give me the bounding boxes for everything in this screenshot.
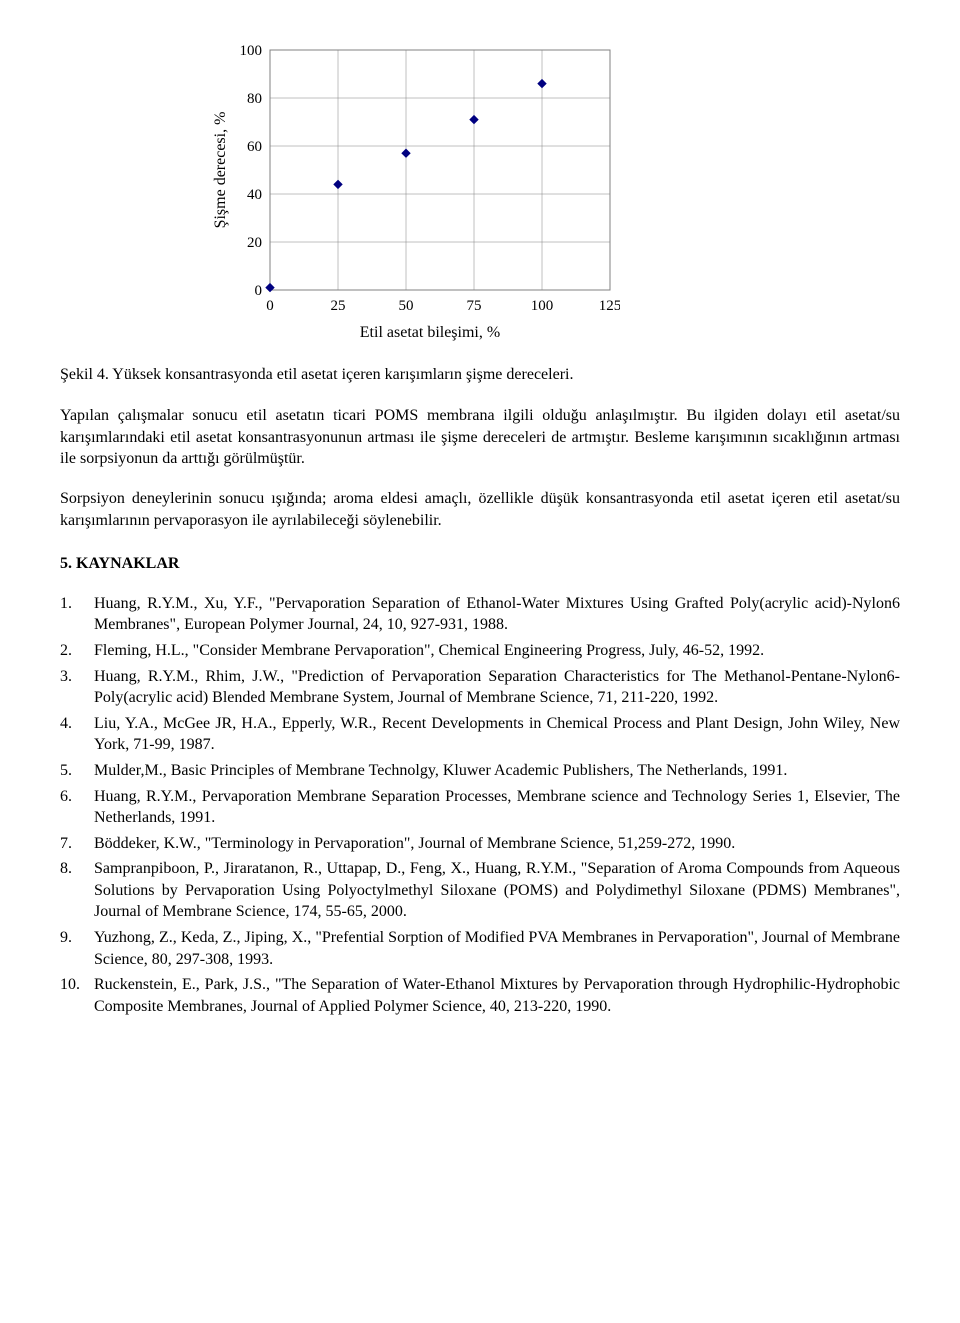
svg-text:60: 60 <box>247 139 262 155</box>
chart-container: 0 20 40 60 80 100 0 25 50 75 100 125 Şişme derecesi,… <box>200 40 620 344</box>
svg-text:Şişme derecesi, %: Şişme derecesi, % <box>212 112 229 229</box>
references-list: Huang, R.Y.M., Xu, Y.F., "Pervaporation … <box>60 593 900 1018</box>
svg-text:125: 125 <box>599 298 620 314</box>
reference-item: Yuzhong, Z., Keda, Z., Jiping, X., "Pref… <box>60 927 900 970</box>
reference-item: Sampranpiboon, P., Jiraratanon, R., Utta… <box>60 858 900 923</box>
chart-xlabel: Etil asetat bileşimi, % <box>240 322 620 344</box>
reference-item: Huang, R.Y.M., Rhim, J.W., "Prediction o… <box>60 666 900 709</box>
svg-text:40: 40 <box>247 187 262 203</box>
reference-item: Huang, R.Y.M., Pervaporation Membrane Se… <box>60 786 900 829</box>
svg-text:80: 80 <box>247 91 262 107</box>
reference-item: Huang, R.Y.M., Xu, Y.F., "Pervaporation … <box>60 593 900 636</box>
body-paragraph-1: Yapılan çalışmalar sonucu etil asetatın … <box>60 405 900 470</box>
reference-item: Ruckenstein, E., Park, J.S., "The Separa… <box>60 974 900 1017</box>
reference-item: Liu, Y.A., McGee JR, H.A., Epperly, W.R.… <box>60 713 900 756</box>
body-paragraph-2: Sorpsiyon deneylerinin sonucu ışığında; … <box>60 488 900 531</box>
svg-text:50: 50 <box>399 298 414 314</box>
svg-text:0: 0 <box>255 283 263 299</box>
svg-text:75: 75 <box>467 298 482 314</box>
section-heading-references: 5. KAYNAKLAR <box>60 553 900 575</box>
svg-text:100: 100 <box>531 298 554 314</box>
svg-text:25: 25 <box>331 298 346 314</box>
svg-text:100: 100 <box>240 43 263 59</box>
reference-item: Böddeker, K.W., "Terminology in Pervapor… <box>60 833 900 855</box>
svg-text:20: 20 <box>247 235 262 251</box>
scatter-chart: 0 20 40 60 80 100 0 25 50 75 100 125 Şişme derecesi,… <box>200 40 620 320</box>
reference-item: Fleming, H.L., "Consider Membrane Pervap… <box>60 640 900 662</box>
svg-text:0: 0 <box>266 298 274 314</box>
reference-item: Mulder,M., Basic Principles of Membrane … <box>60 760 900 782</box>
figure-caption: Şekil 4. Yüksek konsantrasyonda etil ase… <box>60 364 900 386</box>
